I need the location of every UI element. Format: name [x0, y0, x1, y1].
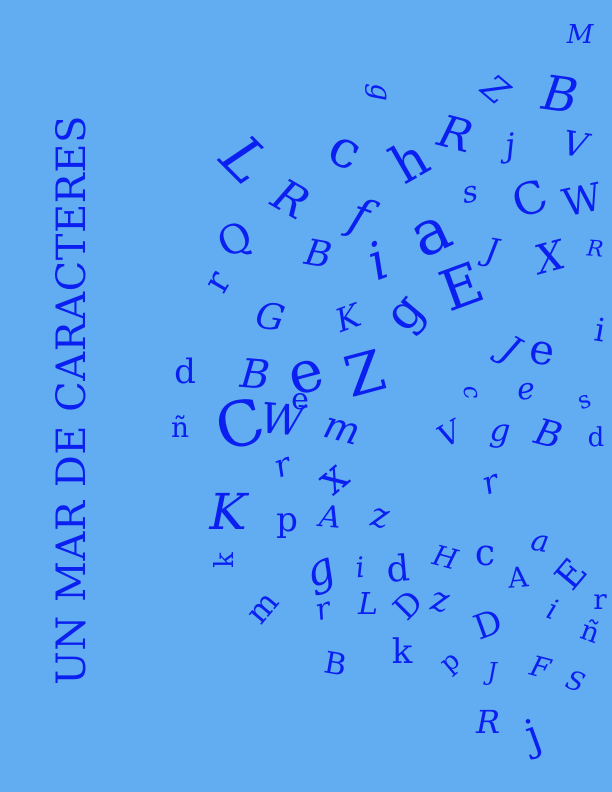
scattered-letter: p	[433, 645, 467, 679]
scattered-letter: g	[372, 282, 436, 342]
scattered-letter: S	[561, 664, 589, 700]
scattered-letter: W	[558, 174, 606, 226]
scattered-letter: c	[474, 533, 496, 574]
scattered-letter: i	[542, 592, 563, 627]
scattered-letter: ñ	[170, 411, 190, 444]
scattered-letter: R	[432, 105, 478, 164]
scattered-letter: C	[505, 169, 555, 230]
scattered-letter: z	[427, 578, 453, 622]
scattered-letter: D	[468, 601, 508, 649]
scattered-letter: h	[380, 127, 440, 197]
scattered-letter: r	[311, 590, 335, 629]
scattered-letter: e	[515, 371, 537, 408]
scattered-letter: x	[306, 450, 359, 506]
scattered-letter: K	[209, 483, 247, 541]
scattered-letter: A	[506, 560, 530, 595]
scattered-letter: X	[530, 232, 570, 284]
scattered-letter: s	[459, 173, 481, 212]
scattered-letter: i	[354, 550, 366, 585]
scattered-letter: k	[391, 632, 413, 672]
scattered-letter: K	[330, 296, 366, 340]
scattered-letter: d	[174, 352, 196, 392]
scattered-letter: r	[195, 264, 240, 300]
scattered-letter: r	[593, 583, 607, 616]
scattered-letter: d	[587, 423, 605, 453]
scattered-letter: z	[367, 494, 393, 538]
scattered-letter: e	[525, 323, 559, 376]
scattered-letter: j	[503, 125, 517, 165]
scattered-letter: B	[301, 232, 335, 277]
scattered-letter: c	[457, 382, 487, 402]
scattered-letter: Z	[337, 338, 393, 411]
scattered-letter: e	[291, 382, 309, 417]
scattered-letter: Q	[210, 212, 260, 268]
scattered-letter: B	[538, 64, 582, 126]
scattered-letter: a	[528, 522, 552, 561]
scattered-letter: m	[237, 583, 287, 631]
scattered-letter: m	[318, 402, 366, 454]
scattered-letter: L	[207, 122, 283, 198]
scattered-letter: B	[321, 645, 349, 684]
scattered-letter: i	[591, 310, 609, 350]
scattered-letter: A	[317, 499, 343, 536]
scattered-letter: L	[358, 587, 378, 622]
scattered-letter: J	[493, 328, 527, 371]
scattered-letter: s	[573, 384, 595, 416]
scattered-letter: J	[487, 658, 497, 686]
scattered-letter: d	[384, 548, 412, 591]
scattered-letter: g	[297, 540, 342, 599]
scattered-letter: g	[364, 83, 397, 101]
scattered-letter: R	[475, 703, 501, 741]
cover-title: UN MAR DE CARACTERES	[49, 115, 95, 685]
scattered-letter: c	[319, 116, 371, 184]
scattered-letter: k	[210, 552, 240, 568]
scattered-letter: r	[268, 444, 296, 486]
scattered-letter: B	[530, 411, 567, 458]
scattered-letter: ñ	[576, 612, 605, 651]
scattered-letter: j	[518, 709, 548, 760]
scattered-letter: p	[276, 500, 298, 540]
scattered-letter: J	[482, 230, 502, 270]
scattered-letter: M	[566, 20, 594, 50]
scattered-letter: i	[359, 230, 397, 294]
scattered-letter: r	[476, 461, 504, 503]
scattered-letter: R	[263, 169, 318, 230]
scattered-letter: V	[559, 123, 591, 167]
scattered-letter: R	[585, 236, 605, 263]
scattered-letter: F	[526, 649, 554, 686]
scattered-letter: H	[429, 538, 462, 577]
scattered-letter: D	[385, 582, 431, 628]
scattered-letter: V	[431, 413, 468, 456]
scattered-letter: Z	[473, 67, 517, 113]
scattered-letter: E	[547, 551, 596, 598]
scattered-letter: g	[488, 410, 512, 450]
scattered-letter: G	[252, 294, 288, 341]
